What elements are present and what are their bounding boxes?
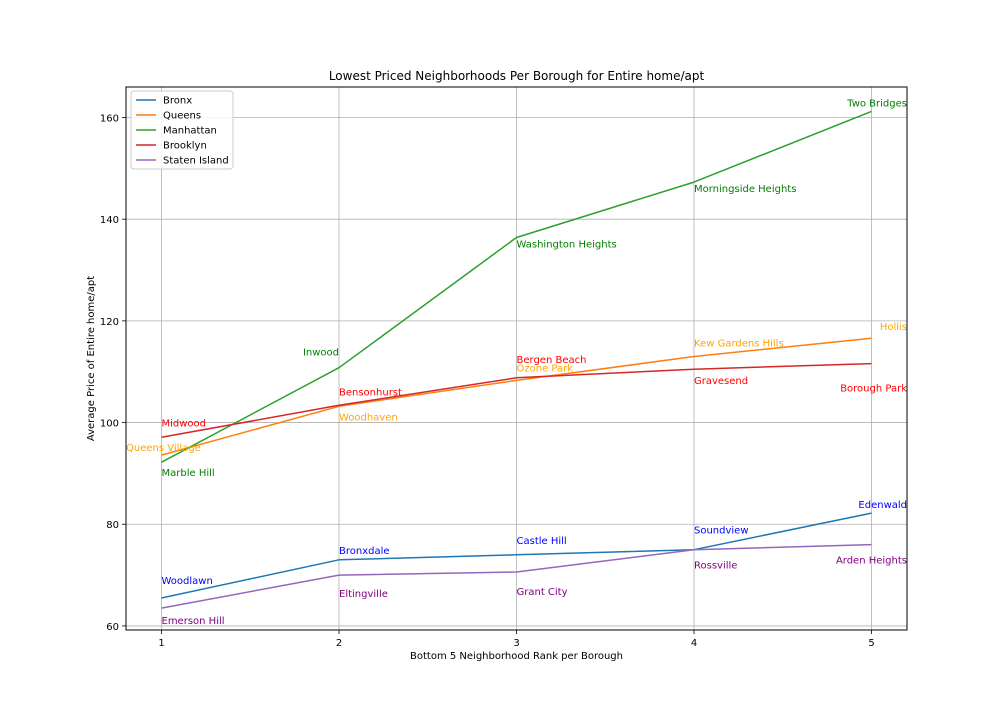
y-tick-label: 80: [106, 520, 119, 531]
point-label: Castle Hill: [517, 536, 567, 547]
x-axis: 1 2 3 4 5: [158, 630, 875, 649]
point-label: Bronxdale: [339, 546, 390, 557]
series-line-queens: [161, 337, 872, 456]
y-tick-label: 120: [100, 317, 119, 328]
point-label: Arden Heights: [836, 556, 907, 567]
series-line-manhattan: [161, 110, 872, 463]
legend-label: Queens: [163, 111, 201, 122]
legend-label: Bronx: [163, 96, 192, 107]
point-label: Marble Hill: [162, 468, 215, 479]
series-line-bronx: [161, 512, 872, 599]
point-label: Two Bridges: [846, 98, 907, 109]
point-label: Woodlawn: [162, 576, 213, 587]
point-label: Washington Heights: [517, 239, 617, 250]
x-tick-label: 1: [158, 638, 164, 649]
y-tick-label: 140: [100, 215, 119, 226]
legend-box: [130, 90, 234, 170]
point-label: Gravesend: [694, 376, 748, 387]
point-label: Eltingville: [339, 589, 388, 600]
series-lines: [161, 110, 872, 609]
y-axis: 60 80 100 120 140 160: [100, 114, 126, 633]
chart-title: Lowest Priced Neighborhoods Per Borough …: [329, 69, 705, 83]
grid: [126, 87, 907, 630]
y-tick-label: 60: [106, 622, 119, 633]
x-axis-label: Bottom 5 Neighborhood Rank per Borough: [410, 651, 623, 662]
point-label: Borough Park: [840, 384, 907, 395]
x-tick-label: 2: [336, 638, 342, 649]
point-label: Hollis: [880, 322, 907, 333]
series-line-brooklyn: [161, 362, 872, 439]
point-label: Bensonhurst: [339, 387, 402, 398]
point-labels: Woodlawn Bronxdale Castle Hill Soundview Ede…: [126, 98, 907, 627]
point-label: Queens Village: [126, 443, 201, 454]
legend-label: Staten Island: [163, 156, 229, 167]
point-label: Soundview: [694, 526, 749, 537]
point-label: Bergen Beach: [517, 355, 587, 366]
y-axis-label: Average Price of Entire home/apt: [86, 276, 97, 441]
x-tick-label: 3: [513, 638, 519, 649]
y-tick-label: 100: [100, 419, 119, 430]
point-label: Kew Gardens Hills: [694, 338, 784, 349]
legend-label: Brooklyn: [163, 141, 207, 152]
legend-label: Manhattan: [163, 126, 217, 137]
point-label: Midwood: [162, 418, 207, 429]
y-tick-label: 160: [100, 114, 119, 125]
point-label: Emerson Hill: [162, 616, 225, 627]
legend: Bronx Queens Manhattan Brooklyn Staten Islan…: [130, 90, 234, 170]
x-tick-label: 4: [691, 638, 697, 649]
point-label: Morningside Heights: [694, 184, 796, 195]
series-line-staten-island: [161, 543, 872, 609]
point-label: Grant City: [517, 587, 568, 598]
point-label: Ozone Park: [517, 363, 574, 374]
x-tick-label: 5: [868, 638, 874, 649]
point-label: Woodhaven: [339, 412, 398, 423]
point-label: Inwood: [303, 348, 339, 359]
point-label: Rossville: [694, 561, 737, 572]
point-label: Edenwald: [858, 500, 907, 511]
